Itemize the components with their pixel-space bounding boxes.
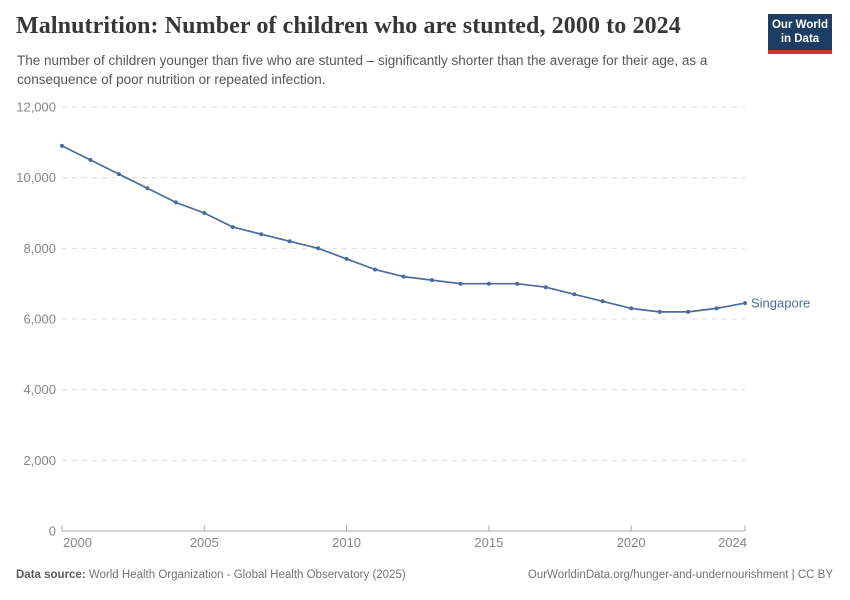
chart-title: Malnutrition: Number of children who are… [16, 13, 681, 39]
data-point[interactable] [60, 143, 64, 148]
chart-subtitle: The number of children younger than five… [17, 53, 708, 87]
data-point[interactable] [344, 256, 349, 261]
series-label-singapore[interactable]: Singapore [751, 296, 810, 311]
data-point[interactable] [515, 281, 520, 286]
x-axis-tick-label: 2020 [617, 535, 646, 550]
owid-logo-text: Our World in Data [768, 14, 832, 50]
y-axis-tick-label: 2,000 [23, 453, 56, 468]
chart-footer: Data source: World Health Organization -… [16, 567, 833, 583]
data-point[interactable] [629, 306, 634, 311]
data-point[interactable] [316, 246, 321, 251]
y-axis-tick-label: 4,000 [23, 382, 56, 397]
data-point[interactable] [259, 232, 264, 237]
x-axis-tick-label: 2010 [332, 535, 361, 550]
x-axis-tick-label: 2000 [63, 535, 92, 550]
data-point[interactable] [116, 172, 121, 177]
data-source-value: World Health Organization - Global Healt… [88, 569, 406, 581]
data-point[interactable] [202, 211, 207, 215]
data-point[interactable] [743, 301, 747, 306]
owid-logo-line1: Our World [771, 19, 828, 31]
data-point[interactable] [88, 158, 93, 162]
data-point[interactable] [401, 274, 406, 279]
y-axis-tick-label: 8,000 [23, 241, 56, 256]
x-axis-tick-label: 2015 [474, 535, 503, 550]
data-point[interactable] [173, 200, 178, 205]
data-point[interactable] [600, 299, 605, 304]
owid-logo: Our World in Data [768, 14, 832, 54]
owid-logo-accent-bar [768, 50, 832, 54]
data-point[interactable] [145, 186, 150, 191]
data-point[interactable] [458, 281, 463, 286]
data-source: Data source: World Health Organization -… [16, 567, 406, 583]
series-line-singapore[interactable] [61, 145, 746, 313]
owid-logo-line2: in Data [780, 32, 820, 45]
data-source-label: Data source: [16, 569, 89, 581]
data-point[interactable] [373, 267, 377, 272]
y-axis-tick-label: 6,000 [23, 312, 56, 327]
data-point[interactable] [230, 225, 235, 230]
data-point[interactable] [686, 309, 691, 314]
data-point[interactable] [657, 309, 662, 314]
data-point[interactable] [714, 306, 719, 311]
y-axis-tick-label: 10,000 [16, 170, 56, 185]
y-axis-tick-label: 0 [49, 524, 56, 539]
data-point[interactable] [486, 281, 491, 286]
footer-url-license[interactable]: OurWorldinData.org/hunger-and-undernouri… [527, 569, 833, 581]
data-point[interactable] [572, 292, 577, 297]
data-point[interactable] [543, 285, 548, 290]
x-axis-tick-label: 2024 [718, 535, 747, 550]
x-axis-tick-label: 2005 [190, 535, 219, 550]
y-axis-tick-label: 12,000 [16, 100, 56, 115]
data-point[interactable] [430, 278, 434, 283]
data-point[interactable] [287, 239, 292, 244]
